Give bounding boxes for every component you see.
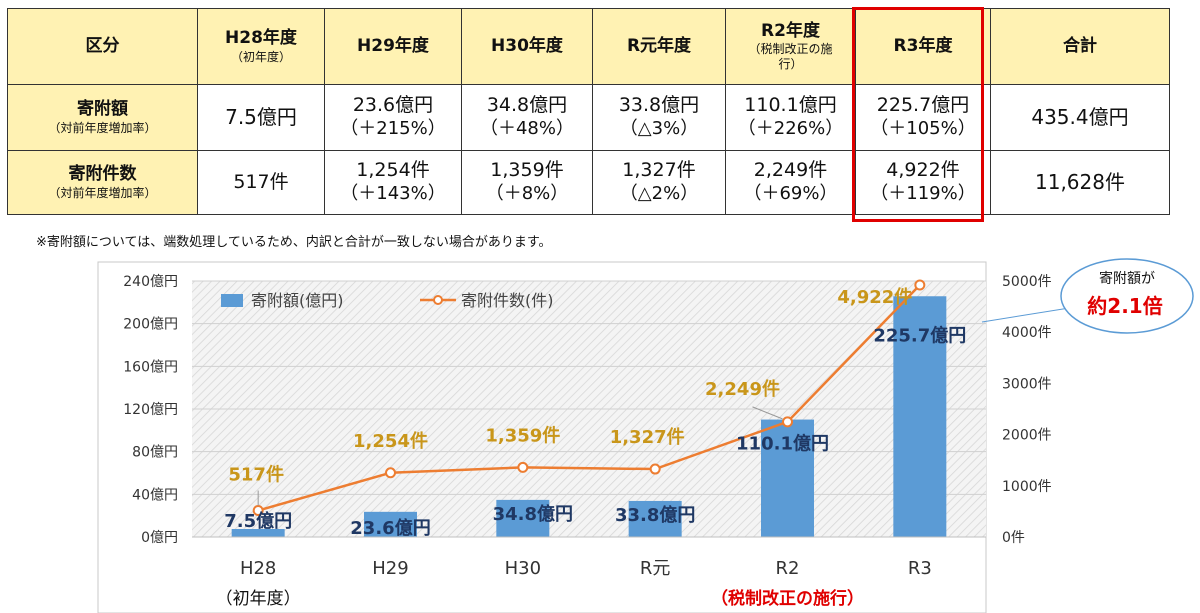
cell-amount-r2: 110.1億円 （＋226%） <box>725 84 856 151</box>
line-data-label: 2,249件 <box>705 378 780 400</box>
x-tick-label: R元 <box>640 558 671 579</box>
y-left-tick-label: 40億円 <box>132 487 178 503</box>
line-data-label: 517件 <box>228 464 284 486</box>
bar-data-label: 110.1億円 <box>736 433 829 455</box>
cell-amount-total: 435.4億円 <box>990 84 1170 151</box>
line-point <box>914 279 926 291</box>
bar <box>893 296 947 537</box>
cell-count-r2: 2,249件 （＋69%） <box>725 150 856 215</box>
y-right-tick-label: 5000件 <box>1002 274 1052 290</box>
y-left-tick-label: 200億円 <box>123 317 178 333</box>
callout-line2: 約2.1倍 <box>1087 294 1162 318</box>
row-label-count: 寄附件数 （対前年度増加率） <box>7 150 198 215</box>
x-tick-label: H30 <box>505 558 541 579</box>
callout-line1: 寄附額が <box>1099 270 1155 287</box>
legend-bar-label: 寄附額(億円) <box>251 291 344 310</box>
summary-table: 区分 H28年度 （初年度） H29年度 H30年度 R元年度 R2年度 （税制改正… <box>7 8 1170 215</box>
x-tick-label: H29 <box>372 558 408 579</box>
x-tick-label: H28 <box>240 558 276 579</box>
y-right-tick-label: 3000件 <box>1002 376 1052 392</box>
line-point <box>385 467 396 479</box>
line-point <box>649 463 661 475</box>
x-tick-label: R3 <box>908 558 932 579</box>
header-r3: R3年度 <box>855 8 991 85</box>
line-point <box>782 416 793 428</box>
cell-count-r1: 1,327件 （△2%） <box>592 150 726 215</box>
header-r1: R元年度 <box>592 8 726 85</box>
header-h30: H30年度 <box>461 8 593 85</box>
bar-data-label: 34.8億円 <box>493 503 573 525</box>
cell-count-h29: 1,254件 （＋143%） <box>324 150 462 215</box>
cell-amount-r1: 33.8億円 （△3%） <box>592 84 726 151</box>
legend-line-marker <box>433 295 443 305</box>
bar <box>628 500 682 537</box>
cell-amount-h28: 7.5億円 <box>197 84 325 151</box>
table-row: 寄附額 （対前年度増加率） 7.5億円 23.6億円 （＋215%） 34.8億円（… <box>7 84 1170 151</box>
bar <box>231 529 285 537</box>
bar <box>496 499 550 537</box>
bar <box>364 511 417 537</box>
x-tick-label: R2 <box>776 558 800 579</box>
line-data-label: 4,922件 <box>837 286 912 308</box>
legend-bar-swatch <box>221 294 243 307</box>
y-right-tick-label: 0件 <box>1002 530 1025 546</box>
cell-count-h30: 1,359件 （＋8%） <box>461 150 593 215</box>
x-sublabel: （初年度） <box>216 589 301 609</box>
header-total: 合計 <box>990 8 1170 85</box>
y-left-tick-label: 120億円 <box>123 402 178 418</box>
callout-bubble <box>1060 258 1194 334</box>
row-label-amount: 寄附額 （対前年度増加率） <box>7 84 198 151</box>
x-sublabel: （税制改正の施行） <box>711 588 864 609</box>
table-row: 寄附件数 （対前年度増加率） 517件 1,254件 （＋143%） 1,359件（… <box>7 150 1170 215</box>
y-left-tick-label: 80億円 <box>132 445 178 461</box>
cell-count-total: 11,628件 <box>990 150 1170 215</box>
bar <box>761 419 814 537</box>
y-right-tick-label: 1000件 <box>1002 479 1052 495</box>
line-point <box>517 461 529 473</box>
y-left-tick-label: 0億円 <box>141 530 178 546</box>
line-data-label: 1,327件 <box>610 426 685 448</box>
line-data-label: 1,359件 <box>485 424 560 446</box>
bar-data-label: 33.8億円 <box>615 504 695 526</box>
cell-count-h28: 517件 <box>197 150 325 215</box>
bar-data-label: 23.6億円 <box>350 517 430 539</box>
table-header-row: 区分 H28年度 （初年度） H29年度 H30年度 R元年度 R2年度 （税制改正… <box>7 8 1170 85</box>
y-right-tick-label: 2000件 <box>1002 428 1052 444</box>
y-right-tick-label: 4000件 <box>1002 325 1052 341</box>
footnote: ※寄附額については、端数処理しているため、内訳と合計が一致しない場合があります。 <box>36 235 552 250</box>
cell-amount-r3: 225.7億円 （＋105%） <box>855 84 991 151</box>
header-category: 区分 <box>7 8 198 85</box>
bar-data-label: 7.5億円 <box>224 510 292 532</box>
y-left-tick-label: 160億円 <box>123 359 178 375</box>
label-leader <box>752 406 783 420</box>
cell-amount-h29: 23.6億円 （＋215%） <box>324 84 462 151</box>
line-data-label: 1,254件 <box>353 430 428 452</box>
line-point <box>252 505 264 517</box>
header-h29: H29年度 <box>324 8 462 85</box>
cell-count-r3: 4,922件 （＋119%） <box>855 150 991 215</box>
bar-data-label: 225.7億円 <box>873 324 966 346</box>
legend-line-label: 寄附件数(件) <box>461 291 554 310</box>
y-left-tick-label: 240億円 <box>123 274 178 290</box>
count-line <box>257 284 921 512</box>
